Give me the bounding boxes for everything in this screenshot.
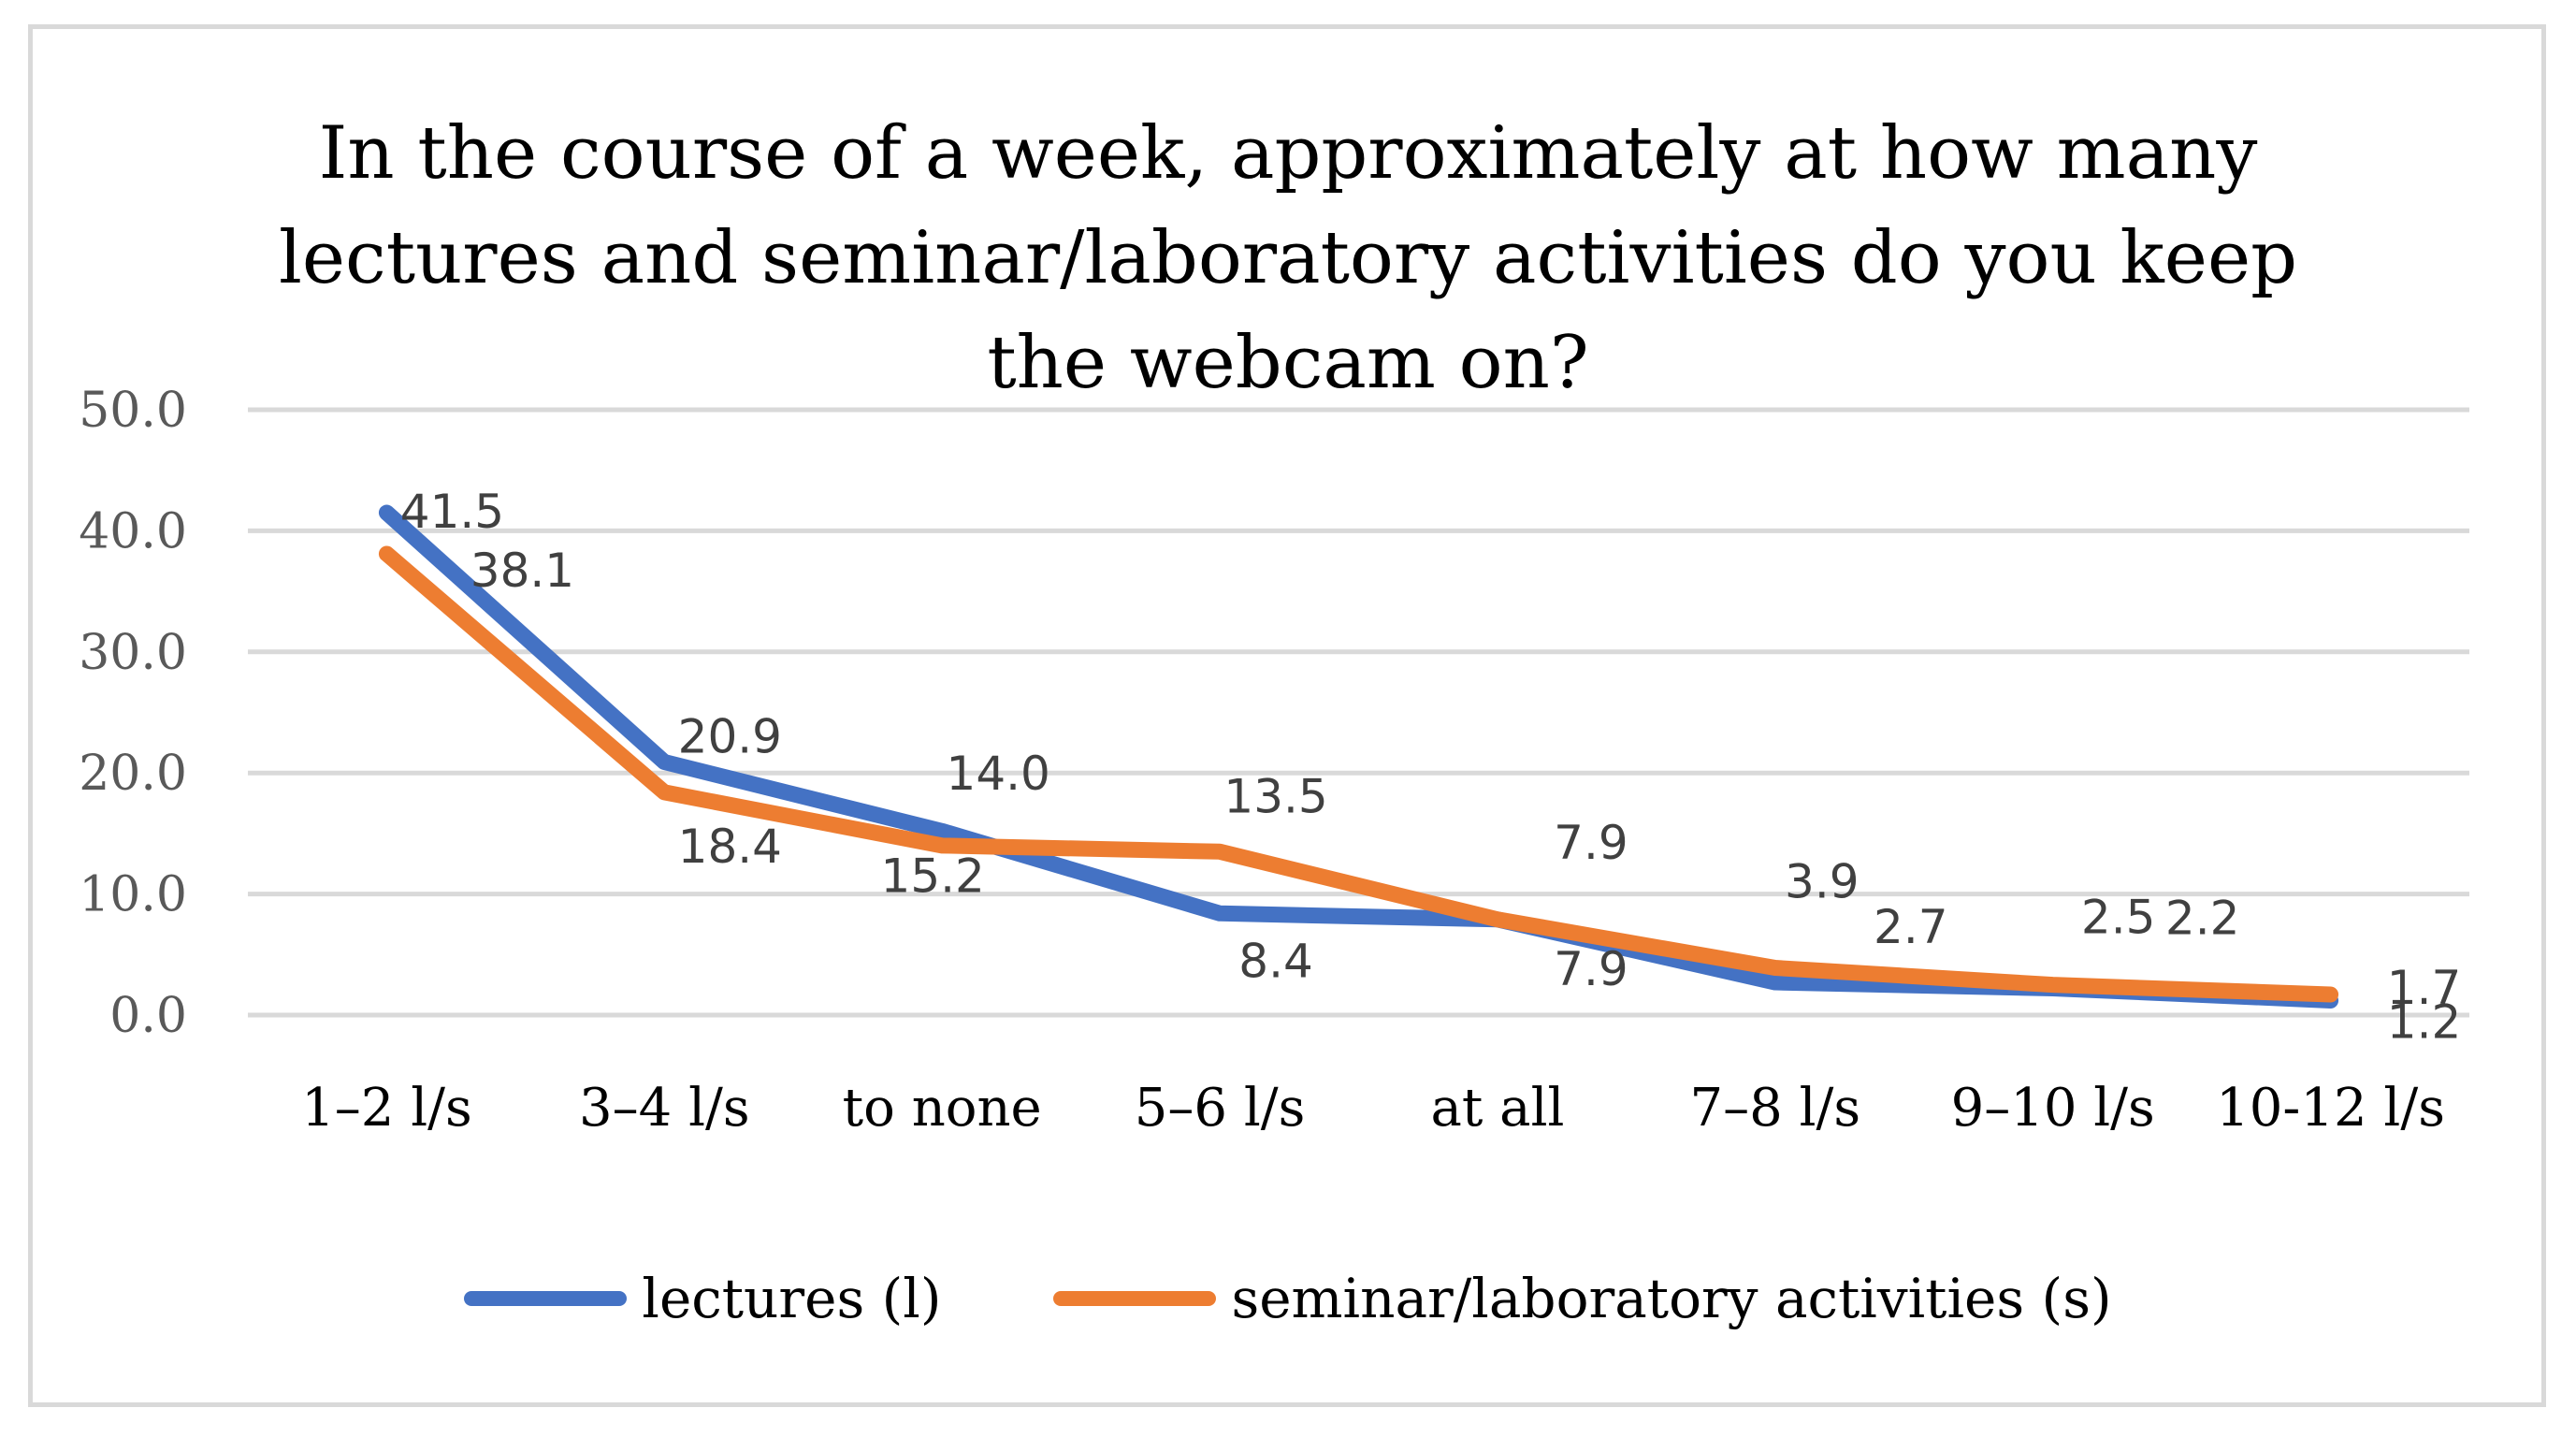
- data-label-seminar: 18.4: [678, 820, 782, 874]
- legend-label-seminar: seminar/laboratory activities (s): [1231, 1267, 2112, 1330]
- series-lines: [378, 504, 2339, 1009]
- y-tick-label: 50.0: [79, 383, 187, 439]
- data-label-lectures: 8.4: [1238, 934, 1313, 988]
- x-tick-label: 7–8 l/s: [1690, 1078, 1861, 1139]
- data-label-seminar: 2.5: [2081, 891, 2156, 945]
- data-label-lectures: 1.2: [2387, 994, 2462, 1049]
- chart-title: In the course of a week, approximately a…: [0, 101, 2576, 415]
- data-label-seminar: 38.1: [470, 544, 574, 598]
- data-label-lectures: 7.9: [1554, 942, 1628, 996]
- y-tick-label: 40.0: [79, 503, 187, 559]
- data-label-seminar: 14.0: [947, 747, 1050, 801]
- chart-title-line-3: the webcam on?: [987, 321, 1589, 405]
- data-label-seminar: 1.7: [2387, 961, 2462, 1015]
- legend-label-lectures: lectures (l): [642, 1267, 942, 1330]
- y-tick-label: 0.0: [109, 988, 187, 1044]
- x-tick-label: to none: [843, 1078, 1042, 1139]
- gridlines: [248, 407, 2469, 1018]
- x-axis: 1–2 l/s 3–4 l/s to none 5–6 l/s at all 7–8 l/…: [301, 1078, 2445, 1139]
- data-label-seminar: 13.5: [1223, 769, 1327, 823]
- chart-frame: [28, 24, 2546, 1407]
- data-label-lectures: 2.7: [1874, 900, 1948, 954]
- y-tick-label: 10.0: [79, 867, 187, 923]
- x-tick-label: at all: [1430, 1078, 1564, 1139]
- data-label-lectures: 20.9: [678, 710, 782, 764]
- data-label-seminar: 3.9: [1785, 855, 1860, 909]
- legend-swatch-lectures: [464, 1291, 628, 1306]
- y-tick-label: 20.0: [79, 746, 187, 802]
- x-tick-label: 9–10 l/s: [1951, 1078, 2155, 1139]
- data-labels: 41.5 20.9 15.2 8.4 7.9 2.7 2.2 1.2 38.1 18.4 14.0 1…: [400, 485, 2462, 1049]
- legend-item-lectures: lectures (l): [464, 1267, 941, 1330]
- x-tick-label: 3–4 l/s: [579, 1078, 750, 1139]
- legend-swatch-seminar: [1053, 1291, 1217, 1306]
- chart-title-line-1: In the course of a week, approximately a…: [318, 111, 2258, 196]
- data-label-seminar: 7.9: [1554, 816, 1628, 870]
- x-tick-label: 5–6 l/s: [1135, 1078, 1306, 1139]
- legend-item-seminar: seminar/laboratory activities (s): [1053, 1267, 2112, 1330]
- chart-title-line-2: lectures and seminar/laboratory activiti…: [278, 216, 2298, 300]
- legend: lectures (l) seminar/laboratory activiti…: [0, 1261, 2576, 1336]
- y-tick-label: 30.0: [79, 625, 187, 681]
- data-label-lectures: 15.2: [881, 849, 985, 903]
- y-axis: 0.0 10.0 20.0 30.0 40.0 50.0: [79, 383, 187, 1044]
- data-label-lectures: 41.5: [400, 485, 504, 539]
- series-line-seminar: [378, 545, 2339, 1003]
- data-label-lectures: 2.2: [2165, 892, 2240, 946]
- x-tick-label: 10-12 l/s: [2216, 1078, 2445, 1139]
- x-tick-label: 1–2 l/s: [301, 1078, 472, 1139]
